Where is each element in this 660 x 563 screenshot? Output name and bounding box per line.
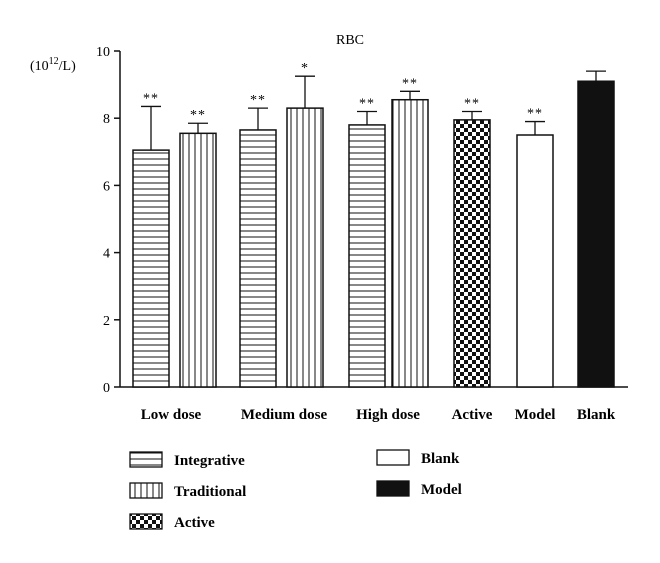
- bar: [132, 149, 170, 388]
- legend-label: Blank: [421, 451, 460, 467]
- legend-label: Traditional: [174, 484, 246, 500]
- significance-mark: **: [250, 93, 266, 108]
- legend-swatch: [376, 480, 410, 497]
- bar: [348, 124, 386, 388]
- significance-mark: **: [527, 107, 543, 122]
- category-label: Medium dose: [241, 407, 328, 423]
- bar: [516, 134, 554, 388]
- y-tick-label: 10: [96, 45, 110, 60]
- category-label: High dose: [356, 407, 420, 423]
- significance-mark: **: [402, 76, 418, 91]
- bars: [132, 80, 615, 388]
- y-ticks: 0 2 4 6 8 10: [96, 45, 120, 396]
- significance-mark: **: [359, 96, 375, 111]
- legend-label: Active: [174, 515, 215, 531]
- category-label: Model: [515, 407, 556, 423]
- significance-mark: *: [301, 61, 309, 76]
- significance-mark: **: [190, 108, 206, 123]
- significance-marks: ***************: [143, 61, 543, 123]
- chart-title: RBC: [336, 33, 364, 48]
- category-label: Blank: [577, 407, 616, 423]
- bar: [577, 80, 615, 388]
- y-tick-label: 0: [103, 381, 110, 396]
- y-tick-label: 4: [103, 247, 110, 262]
- legend-swatch: [129, 482, 163, 499]
- legend-swatch: [129, 451, 163, 468]
- significance-mark: **: [143, 91, 159, 106]
- significance-mark: **: [464, 96, 480, 111]
- bar: [179, 132, 217, 388]
- y-tick-label: 6: [103, 179, 110, 194]
- error-bars: [141, 70, 606, 151]
- category-labels: Low dose Medium dose High dose Active Model B…: [141, 407, 616, 423]
- legend-label: Model: [421, 482, 462, 498]
- legend-swatch: [129, 513, 163, 530]
- legend-label: Integrative: [174, 453, 245, 469]
- legend: Integrative Traditional Active Blank Model: [129, 449, 462, 531]
- bar: [391, 98, 429, 388]
- bar: [239, 129, 277, 388]
- legend-swatch: [376, 449, 410, 466]
- bar: [286, 107, 324, 388]
- y-tick-label: 8: [103, 112, 110, 127]
- category-label: Active: [452, 407, 493, 423]
- bar: [453, 119, 491, 388]
- y-tick-label: 2: [103, 314, 110, 329]
- category-label: Low dose: [141, 407, 202, 423]
- y-axis-unit: (1012/L): [30, 56, 76, 74]
